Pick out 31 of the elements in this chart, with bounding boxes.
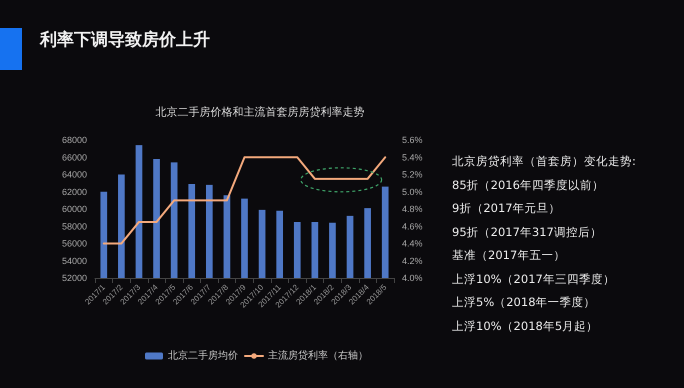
text: 北京房贷利率（首套房）变化走势: [452,153,636,170]
y2-tick-label: 5.0% [402,186,423,197]
y2-tick-label: 4.8% [402,204,423,214]
y-tick-label: 58000 [62,221,87,232]
y2-tick-label: 4.4% [402,238,423,248]
chart-subtitle: 北京二手房价格和主流首套房房贷利率走势 [156,106,364,118]
y-tick-label: 54000 [62,256,87,266]
chart-title: 利率下调导致房价上升 [40,29,210,51]
text: 9折（2017年元旦） [452,200,562,217]
y2-tick-label: 5.4% [402,152,423,162]
y2-tick-label: 4.0% [402,273,423,283]
text: 95折（2017年317调控后） [452,224,603,240]
legend-label: 北京二手房均价 [168,350,238,362]
line-series [102,156,386,244]
text: 上浮5%（2018年一季度） [452,294,597,311]
y2-tick-label: 5.2% [402,170,423,180]
y2-tick-label: 4.2% [402,256,423,266]
text: 上浮10%（2018年5月起） [452,318,600,334]
y2-tick-label: 5.6% [402,135,423,145]
y-tick-label: 66000 [62,152,87,162]
y-tick-label: 60000 [62,204,87,214]
y2-tick-label: 4.6% [402,221,423,232]
y-tick-label: 68000 [62,135,87,145]
text: 上浮10%（2017年三四季度） [452,270,616,288]
y-tick-label: 56000 [62,238,87,248]
y-tick-label: 64000 [62,170,87,180]
legend-label: 主流房贷利率（右轴） [268,350,368,362]
text: 85折（2016年四季度以前） [452,176,605,194]
y-tick-label: 52000 [62,273,87,283]
y-tick-label: 62000 [62,186,87,197]
text: 基准（2017年五一） [452,247,566,264]
